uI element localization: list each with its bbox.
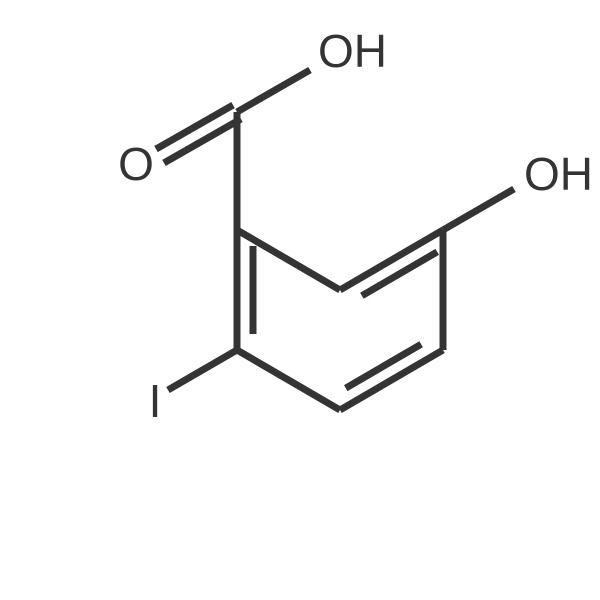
atom-label-oh-right: OH	[524, 148, 593, 200]
bond-c3-oh-right	[443, 189, 514, 230]
chemical-structure-diagram: OH O OH I	[0, 0, 600, 600]
atom-label-iodine: I	[149, 375, 162, 427]
bond-c6-i	[168, 350, 237, 390]
bond-c7-oh-top	[237, 70, 310, 112]
atom-label-oh-top: OH	[318, 25, 387, 77]
bond-ring-c5-c6	[237, 350, 340, 410]
atom-label-o-dbl: O	[118, 138, 154, 190]
